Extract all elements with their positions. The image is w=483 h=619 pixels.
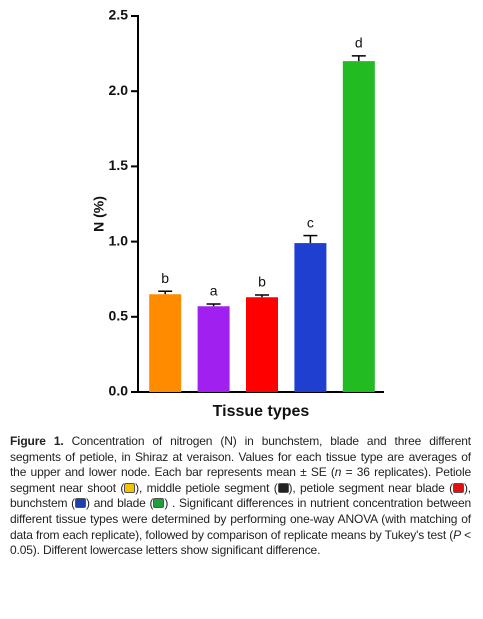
caption-text: ) . Significant differences in nutrient … [10,496,471,542]
caption-text: n [334,465,342,480]
significance-letter: a [210,283,218,299]
figure-caption: Figure 1. Concentration of nitrogen (N) … [10,434,471,559]
significance-letter: b [161,270,169,286]
y-tick-label: 1.5 [109,157,129,173]
legend-swatch [452,482,464,493]
bar [294,243,327,392]
legend-swatch [75,498,87,509]
caption-text: ), petiole segment near blade ( [288,480,454,495]
caption-text: Concentration of nitrogen (N) in bunchst… [10,434,471,480]
caption-text: P [453,527,461,542]
chart: N (%) Tissue types 0.0 0.5 1.0 1.5 2.0 2.5 b a b… [91,7,384,420]
y-tick-label: 0.5 [109,308,129,324]
legend-swatch [153,498,165,509]
caption-text: ), bunchstem ( [10,480,471,511]
y-axis-label: N (%) [91,196,107,232]
caption-text: ), middle petiole segment ( [135,480,278,495]
bar [197,306,230,392]
x-axis-label: Tissue types [213,403,310,420]
significance-letter: b [258,274,266,290]
caption-label: Figure 1. [10,434,64,448]
y-tick-label: 2.0 [109,82,129,98]
significance-letter: c [307,214,314,230]
legend-swatch [124,482,136,493]
bar [246,297,278,392]
significance-letter: d [355,35,363,51]
y-tick-label: 2.5 [109,7,129,23]
caption-text: = 36 replicates). Petiole segment near s… [10,465,471,495]
y-tick-label: 1.0 [109,232,129,248]
caption-text: ) and blade ( [86,496,154,511]
bar [342,61,375,393]
legend-swatch [277,482,289,493]
caption-text: < 0.05). Different lowercase letters sho… [10,527,472,558]
bar [149,294,182,392]
y-tick-label: 0.0 [109,383,129,399]
